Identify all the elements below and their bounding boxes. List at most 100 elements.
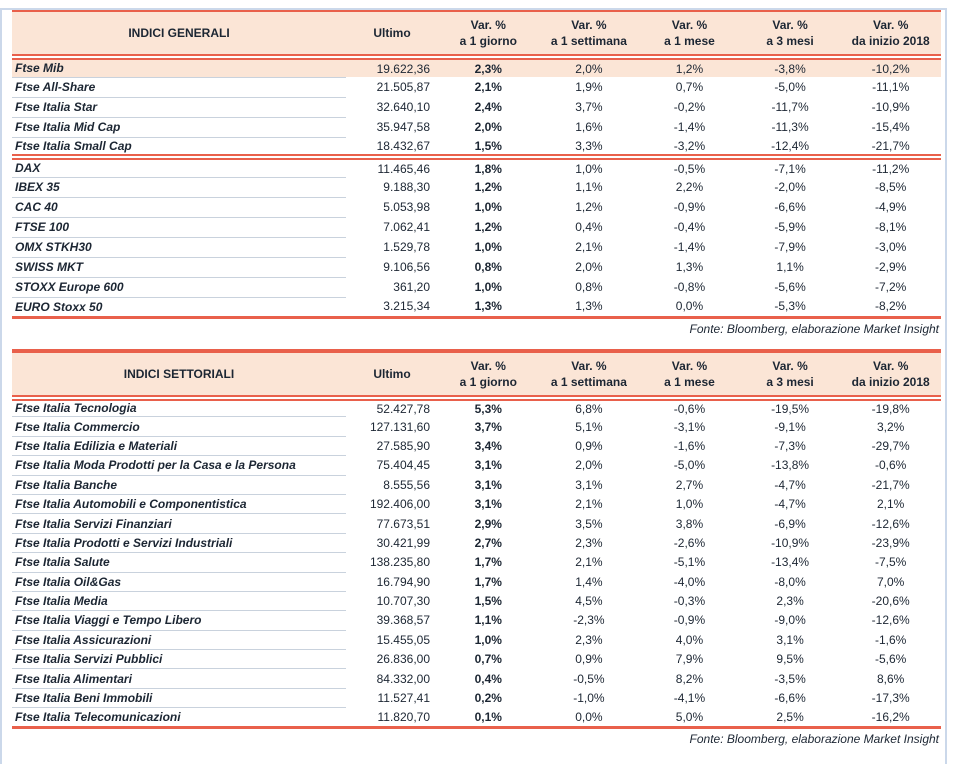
var-3-months-value: -3,8%	[739, 57, 841, 77]
var-3-months-value: -5,6%	[774, 280, 806, 294]
index-name: Ftse Italia Prodotti e Servizi Industria…	[12, 533, 346, 554]
var-3-months-value: -7,9%	[774, 240, 806, 254]
ultimo-value: 35.947,58	[376, 120, 430, 134]
var-1-month-value: -0,5%	[639, 154, 740, 177]
var-1-day-value: 1,0%	[474, 240, 502, 254]
ultimo-value: 15.455,05	[376, 632, 430, 647]
var-1-week-value: -1,0%	[573, 691, 605, 706]
var-1-month-value: -3,2%	[673, 138, 706, 153]
var-1-month-value: -5,1%	[673, 555, 706, 570]
var-3-months-value: -4,7%	[774, 477, 806, 492]
var-ytd-2018-value: -3,0%	[875, 240, 907, 254]
ultimo-value: 11.527,41	[377, 691, 431, 706]
var-3-months-value: -5,9%	[774, 220, 806, 234]
var-1-month-value: -4,0%	[673, 574, 706, 589]
column-header-var-1-giorno: Var. % a 1 giorno	[438, 348, 539, 401]
index-row: SWISS MKT 9.106,56 0,8% 2,0% 1,3% 1,1% -2,9%	[12, 257, 941, 278]
table-title-indici-generali: INDICI GENERALI	[12, 8, 346, 60]
var-1-month-value: -0,9%	[673, 613, 706, 628]
index-row: Ftse Italia Beni Immobili 11.527,41 0,2% -1…	[12, 688, 941, 709]
index-name: Ftse Italia Moda Prodotti per la Casa e …	[12, 455, 346, 476]
var-1-week-value: 3,7%	[575, 100, 603, 114]
var-1-month-value: -0,2%	[673, 100, 706, 114]
var-ytd-2018-value: -10,2%	[840, 57, 941, 77]
ultimo-value: 3.215,34	[346, 297, 438, 319]
ultimo-value: 32.640,10	[376, 100, 430, 114]
var-3-months-value: -11,7%	[771, 100, 809, 114]
var-ytd-2018-value: -17,3%	[871, 691, 910, 706]
column-header-var-1-settimana: Var. % a 1 settimana	[538, 348, 640, 401]
ultimo-value: 127.131,60	[369, 419, 430, 434]
ultimo-value: 138.235,80	[369, 555, 430, 570]
index-row: Ftse Italia Prodotti e Servizi Industria…	[12, 533, 941, 554]
var-1-day-value: 1,7%	[474, 574, 502, 589]
index-row: Ftse Italia Commercio 127.131,60 3,7% 5,1% -…	[12, 416, 941, 437]
var-3-months-value: 2,5%	[739, 707, 841, 729]
index-name: STOXX Europe 600	[12, 277, 346, 298]
var-1-week-value: 2,1%	[575, 240, 603, 254]
var-1-month-value: 0,0%	[639, 297, 740, 319]
var-1-month-value: 2,7%	[675, 477, 704, 492]
var-1-month-value: 4,0%	[675, 632, 704, 647]
var-1-month-value: 8,2%	[675, 671, 704, 686]
var-1-week-value: 3,1%	[575, 477, 603, 492]
var-1-day-value: 3,7%	[474, 419, 502, 434]
ultimo-value: 192.406,00	[369, 497, 430, 512]
var-1-week-value: 1,9%	[575, 80, 603, 94]
var-1-day-value: 2,1%	[474, 80, 502, 94]
index-row: Ftse Italia Servizi Pubblici 26.836,00 0,7…	[12, 649, 941, 670]
var-ytd-2018-value: -7,5%	[875, 555, 907, 570]
ultimo-value: 8.555,56	[383, 477, 430, 492]
var-ytd-2018-value: -11,2%	[840, 154, 941, 177]
var-1-month-value: -1,4%	[673, 120, 706, 134]
index-name: DAX	[12, 154, 346, 178]
var-1-day-value: 1,2%	[474, 180, 502, 194]
index-row: Ftse Italia Small Cap 18.432,67 1,5% 3,3% -3…	[12, 137, 941, 158]
var-1-day-value: 1,0%	[474, 200, 502, 214]
ultimo-value: 75.404,45	[376, 458, 430, 473]
var-1-day-value: 1,3%	[438, 297, 539, 319]
index-name: Ftse Italia Alimentari	[12, 668, 346, 689]
var-1-day-value: 3,1%	[474, 477, 502, 492]
ultimo-value: 16.794,90	[376, 574, 430, 589]
var-3-months-value: -9,1%	[774, 419, 806, 434]
ultimo-value: 21.505,87	[376, 80, 430, 94]
index-name: SWISS MKT	[12, 257, 346, 278]
index-row: Ftse All-Share 21.505,87 2,1% 1,9% 0,7% -5,0%…	[12, 77, 941, 98]
var-1-week-value: 2,0%	[575, 458, 603, 473]
index-name: Ftse Italia Edilizia e Materiali	[12, 436, 346, 457]
var-1-week-value: 1,4%	[575, 574, 603, 589]
index-row: Ftse Italia Edilizia e Materiali 27.585,9…	[12, 436, 941, 457]
var-ytd-2018-value: -19,8%	[871, 401, 910, 416]
index-name: Ftse Italia Viaggi e Tempo Libero	[12, 610, 346, 631]
var-3-months-value: -3,5%	[774, 671, 806, 686]
table-title-indici-settoriali: INDICI SETTORIALI	[12, 348, 346, 401]
var-ytd-2018-value: -15,4%	[871, 120, 910, 134]
index-name: EURO Stoxx 50	[12, 297, 346, 319]
var-3-months-value: -2,0%	[774, 180, 806, 194]
ultimo-value: 9.188,30	[383, 180, 430, 194]
var-1-day-value: 2,7%	[474, 535, 502, 550]
var-1-week-value: 2,0%	[575, 260, 603, 274]
var-1-day-value: 1,2%	[474, 220, 502, 234]
index-name: Ftse Italia Banche	[12, 475, 346, 495]
var-ytd-2018-value: -16,2%	[840, 707, 941, 729]
ultimo-value: 11.820,70	[346, 707, 438, 729]
var-1-month-value: -0,8%	[673, 280, 706, 294]
index-row: OMX STKH30 1.529,78 1,0% 2,1% -1,4% -7,9% -3,0…	[12, 237, 941, 258]
var-1-month-value: -4,1%	[673, 691, 706, 706]
index-name: Ftse Italia Automobili e Componentistica	[12, 494, 346, 515]
index-name: Ftse Italia Oil&Gas	[12, 572, 346, 592]
ultimo-value: 39.368,57	[376, 613, 430, 628]
index-row: EURO Stoxx 50 3.215,34 1,3% 1,3% 0,0% -5,3% -8…	[12, 297, 941, 319]
var-1-week-value: 1,0%	[538, 154, 640, 177]
var-1-month-value: -2,6%	[673, 535, 706, 550]
ultimo-value: 9.106,56	[383, 260, 430, 274]
index-row: Ftse Italia Mid Cap 35.947,58 2,0% 1,6% -1,4…	[12, 117, 941, 138]
var-ytd-2018-value: -2,9%	[875, 260, 907, 274]
index-row: Ftse Italia Banche 8.555,56 3,1% 3,1% 2,7% -4…	[12, 475, 941, 495]
index-row: Ftse Italia Oil&Gas 16.794,90 1,7% 1,4% -4,0…	[12, 572, 941, 592]
index-row: CAC 40 5.053,98 1,0% 1,2% -0,9% -6,6% -4,9%	[12, 197, 941, 218]
ultimo-value: 10.707,30	[376, 594, 430, 609]
var-ytd-2018-value: -7,2%	[875, 280, 907, 294]
